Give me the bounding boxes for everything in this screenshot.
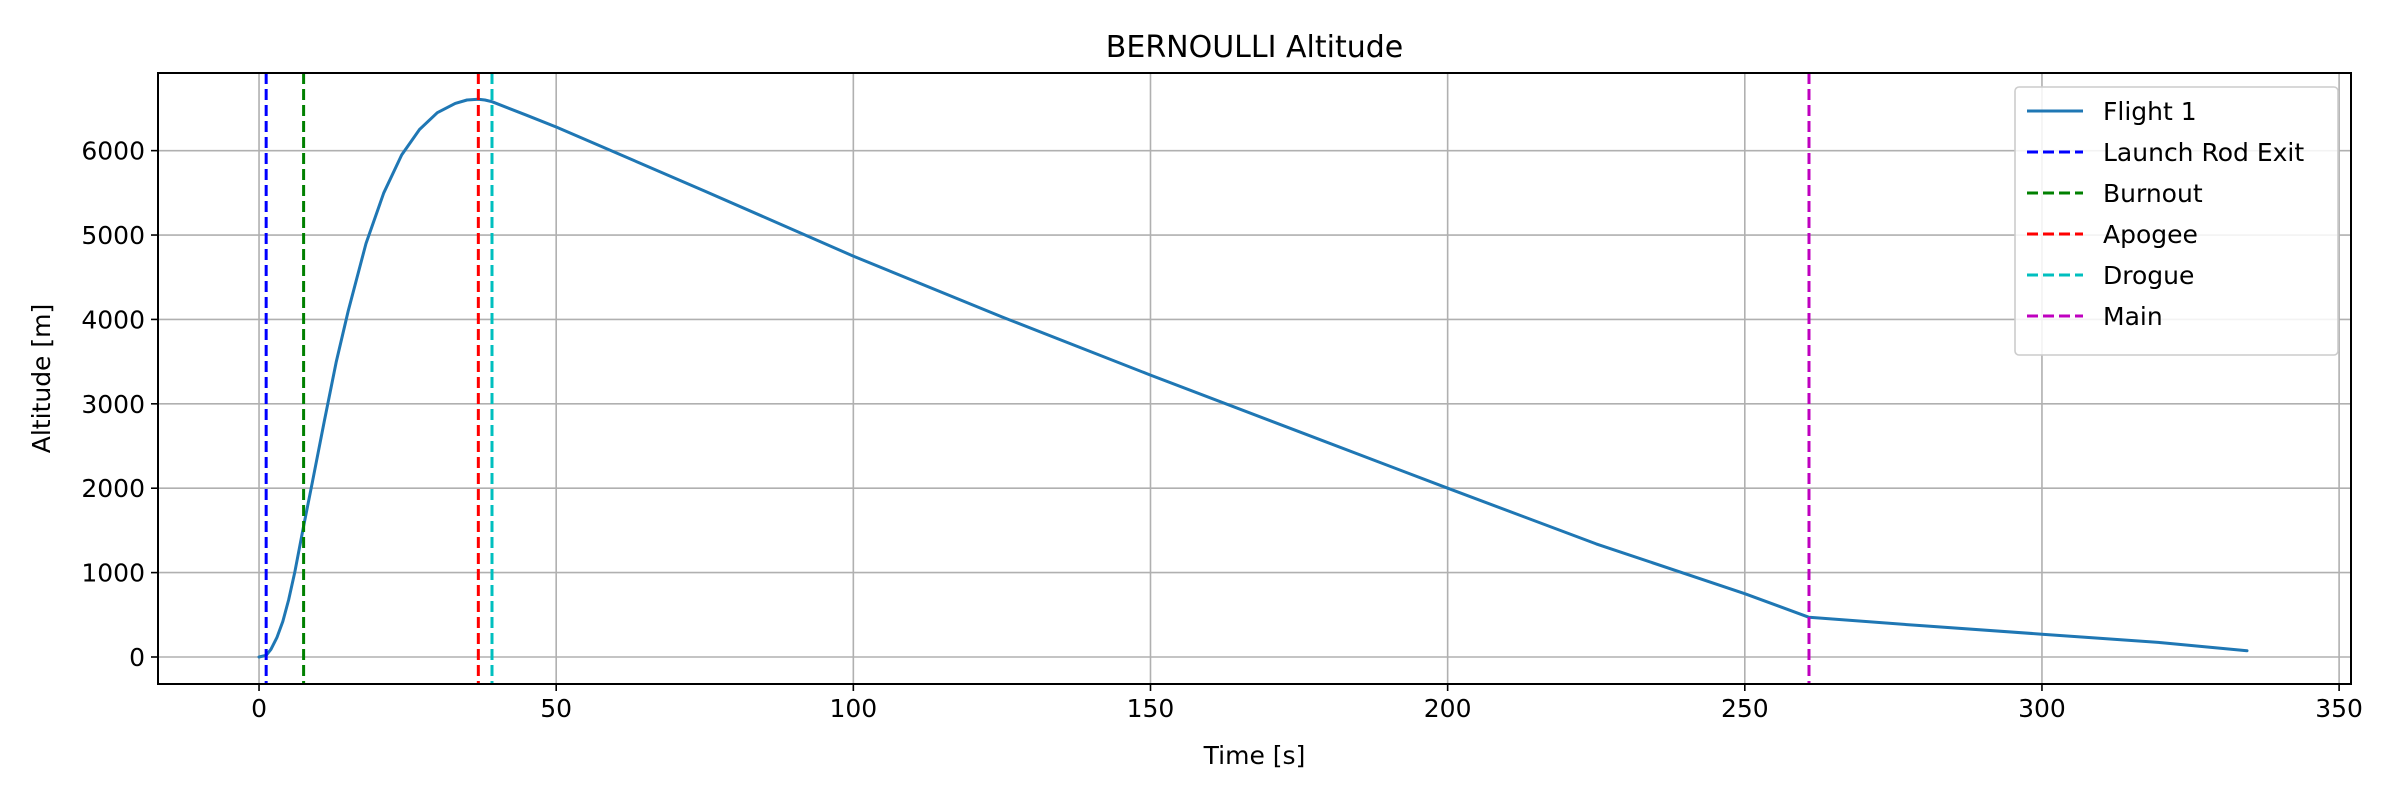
x-tick-label: 200	[1424, 694, 1472, 723]
y-axis-ticks: 0 1000 2000 3000 4000 5000 6000	[81, 137, 158, 672]
event-lines	[264, 73, 1811, 684]
legend-label-flight-1: Flight 1	[2103, 97, 2197, 126]
x-tick-label: 0	[251, 694, 267, 723]
x-tick-label: 100	[829, 694, 877, 723]
series-lines	[257, 97, 2249, 659]
legend-label-drogue: Drogue	[2103, 261, 2194, 290]
y-tick-label: 4000	[81, 305, 145, 334]
y-tick-label: 3000	[81, 390, 145, 419]
y-tick-label: 0	[129, 643, 145, 672]
legend: Flight 1 Launch Rod Exit Burnout Apogee Drog…	[2014, 86, 2339, 356]
legend-label-burnout: Burnout	[2103, 179, 2203, 208]
y-axis-label: Altitude [m]	[27, 304, 56, 454]
axes-frame	[157, 72, 2352, 685]
x-axis-ticks: 0 50 100 150 200 250 300 350	[251, 684, 2363, 723]
grid-lines	[158, 73, 2351, 684]
x-tick-label: 250	[1721, 694, 1769, 723]
y-tick-label: 1000	[81, 559, 145, 588]
chart-title: BERNOULLI Altitude	[1106, 30, 1403, 65]
x-tick-label: 300	[2018, 694, 2066, 723]
y-tick-label: 5000	[81, 221, 145, 250]
legend-label-launch-rod-exit: Launch Rod Exit	[2103, 138, 2304, 167]
legend-label-main: Main	[2103, 302, 2163, 331]
plot-area	[157, 72, 2352, 685]
x-tick-label: 350	[2315, 694, 2363, 723]
legend-box	[2014, 86, 2339, 356]
legend-label-apogee: Apogee	[2103, 220, 2198, 249]
x-tick-label: 50	[540, 694, 572, 723]
y-tick-label: 6000	[81, 137, 145, 166]
x-axis-label: Time [s]	[1203, 741, 1306, 770]
y-tick-label: 2000	[81, 474, 145, 503]
series-line-flight-1	[257, 97, 2249, 659]
x-tick-label: 150	[1127, 694, 1175, 723]
axes-background	[158, 73, 2351, 684]
